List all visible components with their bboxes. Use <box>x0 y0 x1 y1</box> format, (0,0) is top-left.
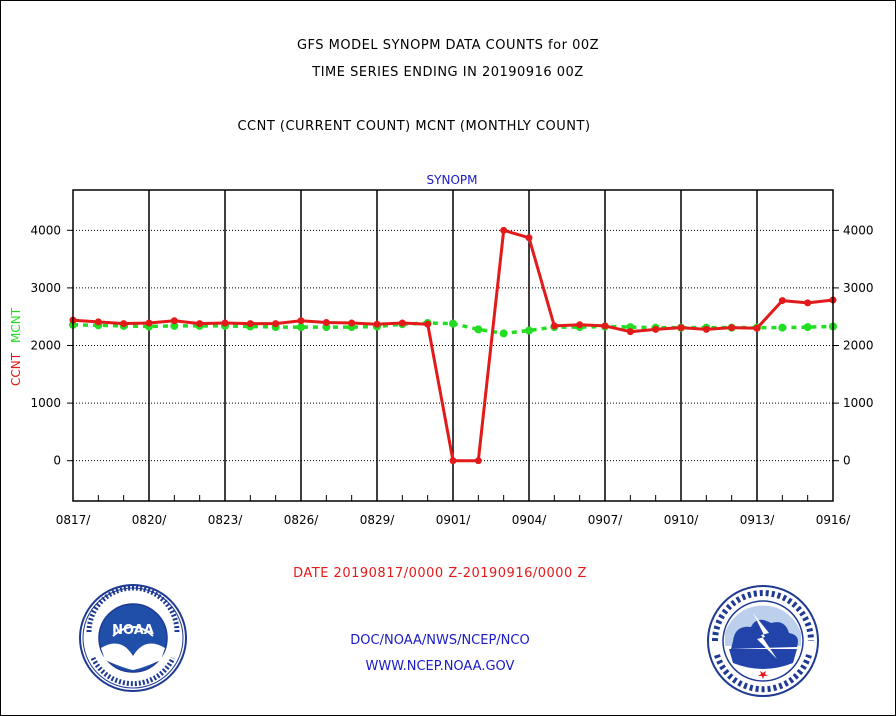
point-ccnt <box>474 457 482 465</box>
point-mcnt <box>297 323 305 332</box>
y-tick-label-left: 1000 <box>30 396 61 410</box>
y-tick-label-right: 0 <box>843 454 851 468</box>
y-tick-label-left: 3000 <box>30 281 61 295</box>
series-layer <box>69 226 837 465</box>
point-mcnt <box>499 329 508 338</box>
x-tick-label: 0823/ <box>208 513 244 527</box>
y-tick-label-right: 4000 <box>843 223 874 237</box>
y-tick-label-left: 4000 <box>30 223 61 237</box>
point-mcnt <box>525 326 533 335</box>
y-tick-label-right: 3000 <box>843 281 874 295</box>
x-tick-label: 0829/ <box>360 513 396 527</box>
point-ccnt <box>94 318 102 326</box>
y-tick-label-left: 2000 <box>30 339 61 353</box>
website-url[interactable]: WWW.NCEP.NOAA.GOV <box>365 659 515 674</box>
grid <box>67 190 839 501</box>
point-ccnt <box>626 328 634 336</box>
nws-logo-text: NATIONAL WEATHER SERVICE <box>756 701 771 704</box>
point-mcnt <box>474 325 483 334</box>
header-line-3: CCNT (CURRENT COUNT) MCNT (MONTHLY COUNT… <box>237 119 591 134</box>
point-ccnt <box>170 317 178 325</box>
plot-border <box>72 189 834 502</box>
y-axis-label-ccnt: CCNT <box>9 352 23 386</box>
header-line-1: GFS MODEL SYNOPM DATA COUNTS for 00Z <box>296 38 600 53</box>
header-line-2: TIME SERIES ENDING IN 20190916 00Z <box>312 65 584 80</box>
point-ccnt <box>196 320 204 328</box>
x-tick-label: 0826/ <box>284 513 320 527</box>
point-ccnt <box>145 319 153 327</box>
tick-labels: 0 0 1000 1000 2000 2000 3000 3000 4000 4000 0817/0… <box>30 223 873 527</box>
x-tick-label: 0916/ <box>816 513 852 527</box>
x-tick-label: 0904/ <box>512 513 548 527</box>
point-mcnt <box>449 319 457 328</box>
point-ccnt <box>525 234 533 242</box>
x-tick-label: 0817/ <box>56 513 92 527</box>
point-ccnt <box>449 457 457 465</box>
x-tick-label: 0907/ <box>588 513 624 527</box>
point-ccnt <box>272 320 280 328</box>
x-tick-label: 0910/ <box>664 513 700 527</box>
y-tick-label-right: 2000 <box>843 339 874 353</box>
point-ccnt <box>398 319 406 327</box>
point-ccnt <box>348 319 356 327</box>
x-tick-label: 0901/ <box>436 513 472 527</box>
point-ccnt <box>753 324 761 332</box>
point-ccnt <box>652 325 660 333</box>
x-tick-label: 0820/ <box>132 513 168 527</box>
noaa-logo-text: NOAA <box>112 623 154 638</box>
point-ccnt <box>677 324 685 332</box>
point-mcnt <box>170 321 179 330</box>
point-ccnt <box>120 320 128 328</box>
point-ccnt <box>804 299 812 307</box>
point-ccnt <box>373 320 381 328</box>
y-tick-label-right: 1000 <box>843 396 874 410</box>
point-ccnt <box>601 322 609 330</box>
point-ccnt <box>550 322 558 330</box>
point-ccnt <box>246 320 254 328</box>
point-ccnt <box>728 324 736 332</box>
nws-logo: NATIONAL WEATHER SERVICE <box>707 585 819 704</box>
point-ccnt <box>297 317 305 325</box>
point-ccnt <box>778 297 786 305</box>
point-ccnt <box>322 318 330 326</box>
point-ccnt <box>702 325 710 333</box>
point-mcnt <box>803 323 812 332</box>
point-ccnt <box>500 226 508 234</box>
y-tick-label-left: 0 <box>53 454 61 468</box>
y-axis-label-mcnt: MCNT <box>9 307 23 343</box>
x-tick-label: 0913/ <box>740 513 776 527</box>
noaa-logo: NOAA <box>79 584 187 692</box>
point-mcnt <box>778 323 787 332</box>
date-range: DATE 20190817/0000 Z-20190916/0000 Z <box>293 566 587 581</box>
point-ccnt <box>576 321 584 329</box>
point-ccnt <box>424 320 432 328</box>
point-ccnt <box>221 319 229 327</box>
org-path[interactable]: DOC/NOAA/NWS/NCEP/NCO <box>350 633 530 648</box>
plot-title: SYNOPM <box>427 173 478 187</box>
